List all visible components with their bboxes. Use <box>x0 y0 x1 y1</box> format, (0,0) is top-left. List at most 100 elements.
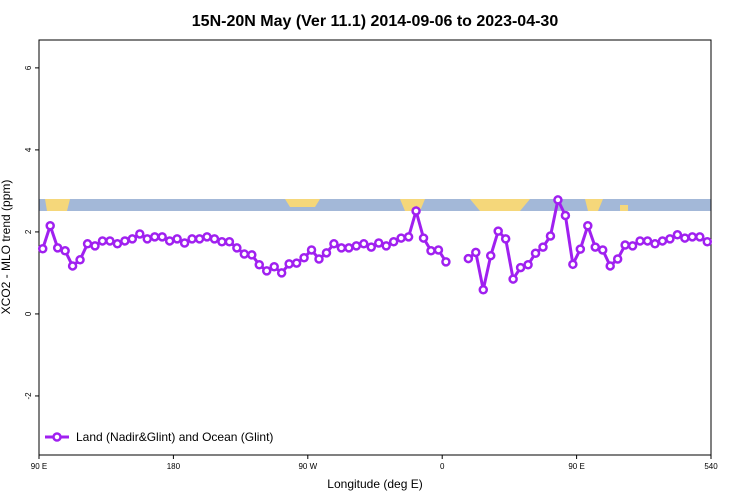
legend-marker <box>52 432 62 442</box>
data-point <box>90 241 100 251</box>
data-point <box>142 234 153 244</box>
legend-label: Land (Nadir&Glint) and Ocean (Glint) <box>76 430 273 444</box>
x-axis-label: Longitude (deg E) <box>327 477 422 491</box>
data-point <box>209 234 220 244</box>
data-point <box>560 210 571 221</box>
data-point <box>291 258 302 268</box>
data-point <box>202 232 212 242</box>
data-point <box>493 226 503 236</box>
data-point <box>553 195 563 205</box>
data-point <box>530 248 541 258</box>
data-point <box>67 261 78 271</box>
data-point <box>687 232 698 242</box>
data-point <box>396 233 406 243</box>
data-point <box>635 236 645 246</box>
data-point <box>478 284 489 295</box>
map-strip <box>39 199 711 211</box>
x-tick-label: 90 E <box>31 462 47 471</box>
data-point <box>426 246 436 256</box>
y-axis-label: XCO2 - MLO trend (ppm) <box>0 180 13 315</box>
x-tick-label: 90 W <box>298 462 317 471</box>
data-point <box>164 236 175 246</box>
data-point <box>120 236 130 246</box>
data-point <box>112 239 123 249</box>
data-point <box>269 262 279 272</box>
y-tick-label: 0 <box>24 311 33 316</box>
data-point <box>650 239 660 249</box>
data-point <box>583 221 593 231</box>
data-point <box>52 243 63 253</box>
data-point <box>605 261 615 271</box>
data-point <box>575 244 586 254</box>
data-point <box>695 232 705 242</box>
data-point <box>261 266 272 276</box>
data-point <box>314 254 324 264</box>
x-tick-label: 0 <box>440 462 445 471</box>
data-point <box>299 253 309 263</box>
y-tick-label: 6 <box>24 65 33 70</box>
data-point <box>508 274 518 284</box>
data-point <box>344 243 354 253</box>
data-point <box>179 238 190 248</box>
data-point <box>276 268 287 278</box>
data-point <box>665 234 675 244</box>
data-point <box>411 206 421 216</box>
data-point <box>217 237 227 247</box>
data-point <box>500 234 511 244</box>
data-point <box>568 259 578 270</box>
x-tick-label: 180 <box>167 462 181 471</box>
data-point <box>336 243 347 253</box>
data-point <box>351 241 362 251</box>
data-point <box>485 250 496 261</box>
data-point <box>403 232 414 242</box>
y-tick-label: -2 <box>24 392 33 400</box>
data-point <box>388 237 399 247</box>
data-point <box>627 241 638 251</box>
data-point <box>657 236 668 246</box>
data-point <box>433 245 444 255</box>
data-point <box>149 232 160 242</box>
data-point <box>381 241 391 251</box>
data-point <box>359 239 369 249</box>
data-point <box>441 257 451 267</box>
data-point <box>97 236 108 246</box>
data-point <box>37 243 48 254</box>
chart-title: 15N-20N May (Ver 11.1) 2014-09-06 to 202… <box>192 13 559 30</box>
data-point <box>672 230 683 240</box>
data-point <box>538 242 548 252</box>
data-point <box>127 234 138 244</box>
data-point <box>366 242 377 252</box>
y-tick-label: 2 <box>24 229 33 234</box>
data-point <box>254 259 265 270</box>
data-point <box>702 237 713 247</box>
data-point <box>135 229 145 239</box>
data-point <box>187 234 197 244</box>
data-point <box>60 246 70 256</box>
data-point <box>597 245 608 255</box>
data-point <box>157 232 167 242</box>
data-point <box>321 248 332 258</box>
y-tick-label: 4 <box>24 147 33 152</box>
data-point <box>373 238 384 248</box>
data-point <box>306 245 317 255</box>
data-point <box>232 243 242 253</box>
data-point <box>172 234 182 244</box>
data-point <box>545 231 556 241</box>
data-point <box>45 221 55 231</box>
data-point <box>418 233 429 243</box>
data-point <box>194 234 205 244</box>
data-point <box>642 236 653 246</box>
data-point <box>463 253 474 264</box>
x-tick-label: 90 E <box>568 462 584 471</box>
data-point <box>224 237 235 247</box>
data-point <box>680 233 690 243</box>
data-point <box>471 247 481 258</box>
data-point <box>105 236 115 246</box>
data-point <box>612 254 623 264</box>
data-point <box>239 249 250 259</box>
data-point <box>590 242 601 252</box>
data-point <box>620 240 630 250</box>
data-point <box>247 250 257 260</box>
data-point <box>515 262 526 273</box>
